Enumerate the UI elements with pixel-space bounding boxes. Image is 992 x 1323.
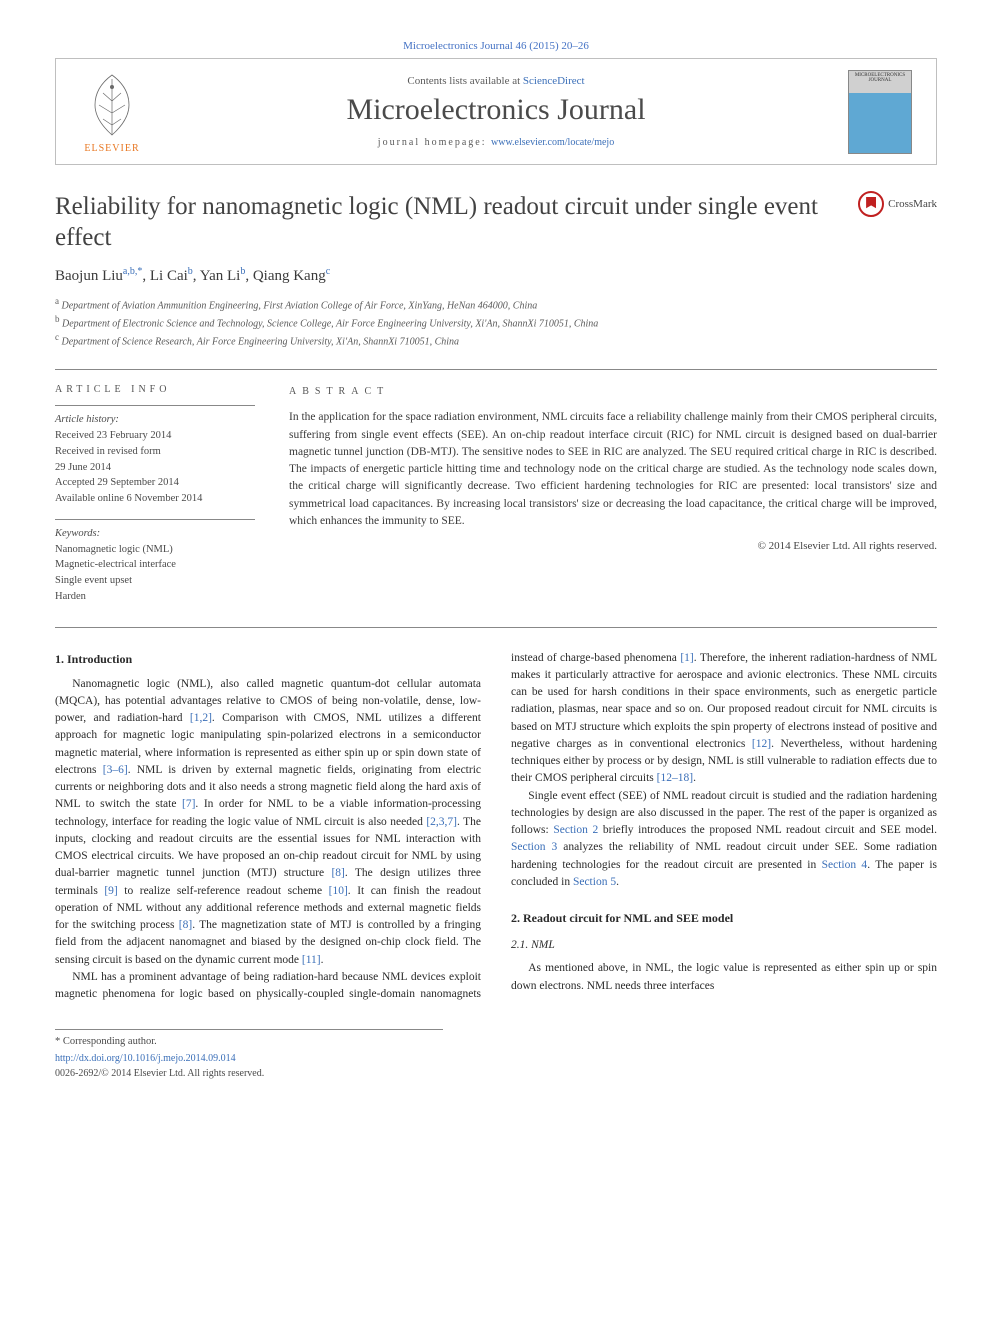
issn-copyright: 0026-2692/© 2014 Elsevier Ltd. All right… <box>55 1068 443 1079</box>
crossmark-label: CrossMark <box>888 198 937 210</box>
contents-prefix: Contents lists available at <box>407 75 522 87</box>
crossmark-badge[interactable]: CrossMark <box>858 191 937 217</box>
author-4-aff[interactable]: c <box>326 266 330 277</box>
intro-para-3: Single event effect (SEE) of NML readout… <box>511 788 937 892</box>
article-info-column: article info Article history: Received 2… <box>55 384 255 616</box>
ref-10[interactable]: [10] <box>329 885 348 897</box>
divider-bottom <box>55 627 937 628</box>
section-1-heading: 1. Introduction <box>55 650 481 668</box>
keyword-3: Harden <box>55 589 255 605</box>
journal-cover-block: MICROELECTRONICS JOURNAL <box>840 70 920 154</box>
affiliation-b: Department of Electronic Science and Tec… <box>62 318 598 329</box>
ref-7[interactable]: [7] <box>182 798 195 810</box>
abstract-copyright: © 2014 Elsevier Ltd. All rights reserved… <box>289 538 937 555</box>
ref-2-3-7[interactable]: [2,3,7] <box>426 816 457 828</box>
abstract-heading: abstract <box>289 384 937 399</box>
page-footer: * Corresponding author. http://dx.doi.or… <box>55 1029 443 1079</box>
ref-1-2[interactable]: [1,2] <box>190 712 212 724</box>
affiliation-c: Department of Science Research, Air Forc… <box>62 336 460 347</box>
body-two-columns: 1. Introduction Nanomagnetic logic (NML)… <box>55 650 937 1004</box>
keyword-0: Nanomagnetic logic (NML) <box>55 542 255 558</box>
corresponding-author-note: * Corresponding author. <box>55 1036 443 1047</box>
running-head: Microelectronics Journal 46 (2015) 20–26 <box>55 40 937 52</box>
cover-caption: MICROELECTRONICS JOURNAL <box>849 71 911 93</box>
homepage-line: journal homepage: www.elsevier.com/locat… <box>152 137 840 148</box>
author-4: , Qiang Kang <box>245 268 325 284</box>
ref-1[interactable]: [1] <box>680 652 693 664</box>
history-line-3: Accepted 29 September 2014 <box>55 475 255 491</box>
homepage-prefix: journal homepage: <box>378 137 491 148</box>
keyword-1: Magnetic-electrical interface <box>55 557 255 573</box>
xref-section-2[interactable]: Section 2 <box>553 824 598 836</box>
ref-12-18[interactable]: [12–18] <box>657 772 693 784</box>
ref-11[interactable]: [11] <box>302 954 321 966</box>
journal-cover-thumb: MICROELECTRONICS JOURNAL <box>848 70 912 154</box>
elsevier-tree-icon <box>81 69 143 141</box>
journal-name: Microelectronics Journal <box>152 93 840 127</box>
keyword-2: Single event upset <box>55 573 255 589</box>
xref-section-3[interactable]: Section 3 <box>511 841 557 853</box>
affiliation-a: Department of Aviation Ammunition Engine… <box>62 300 538 311</box>
ref-8[interactable]: [8] <box>331 867 344 879</box>
article-title: Reliability for nanomagnetic logic (NML)… <box>55 191 858 254</box>
divider-top <box>55 369 937 370</box>
history-label: Article history: <box>55 412 255 428</box>
history-line-1: Received in revised form <box>55 444 255 460</box>
section-2-heading: 2. Readout circuit for NML and SEE model <box>511 909 937 927</box>
section-2-1-heading: 2.1. NML <box>511 937 937 954</box>
author-1-aff[interactable]: a,b,* <box>123 266 142 277</box>
journal-header-box: ELSEVIER Contents lists available at Sci… <box>55 58 937 165</box>
ref-12[interactable]: [12] <box>752 738 771 750</box>
author-2: , Li Cai <box>142 268 187 284</box>
keywords-label: Keywords: <box>55 526 255 542</box>
doi-link[interactable]: http://dx.doi.org/10.1016/j.mejo.2014.09… <box>55 1053 236 1064</box>
homepage-link[interactable]: www.elsevier.com/locate/mejo <box>491 137 614 148</box>
crossmark-icon <box>858 191 884 217</box>
sciencedirect-link[interactable]: ScienceDirect <box>523 75 585 87</box>
xref-section-4[interactable]: Section 4 <box>822 859 868 871</box>
author-3: , Yan Li <box>193 268 241 284</box>
history-line-4: Available online 6 November 2014 <box>55 491 255 507</box>
abstract-text: In the application for the space radiati… <box>289 409 937 530</box>
history-line-0: Received 23 February 2014 <box>55 428 255 444</box>
ref-8b[interactable]: [8] <box>179 919 192 931</box>
article-history-block: Article history: Received 23 February 20… <box>55 405 255 507</box>
contents-line: Contents lists available at ScienceDirec… <box>152 75 840 87</box>
authors-line: Baojun Liua,b,*, Li Caib, Yan Lib, Qiang… <box>55 266 937 285</box>
ref-3-6[interactable]: [3–6] <box>103 764 128 776</box>
publisher-logo-block: ELSEVIER <box>72 69 152 154</box>
xref-section-5[interactable]: Section 5 <box>573 876 616 888</box>
author-1: Baojun Liu <box>55 268 123 284</box>
ref-9[interactable]: [9] <box>104 885 117 897</box>
article-info-heading: article info <box>55 384 255 395</box>
section-2-1-para: As mentioned above, in NML, the logic va… <box>511 960 937 995</box>
history-line-2: 29 June 2014 <box>55 460 255 476</box>
keywords-block: Keywords: Nanomagnetic logic (NML) Magne… <box>55 519 255 605</box>
publisher-name: ELSEVIER <box>84 143 139 154</box>
abstract-column: abstract In the application for the spac… <box>289 384 937 616</box>
intro-para-1: Nanomagnetic logic (NML), also called ma… <box>55 676 481 969</box>
affiliations-block: a Department of Aviation Ammunition Engi… <box>55 295 937 350</box>
